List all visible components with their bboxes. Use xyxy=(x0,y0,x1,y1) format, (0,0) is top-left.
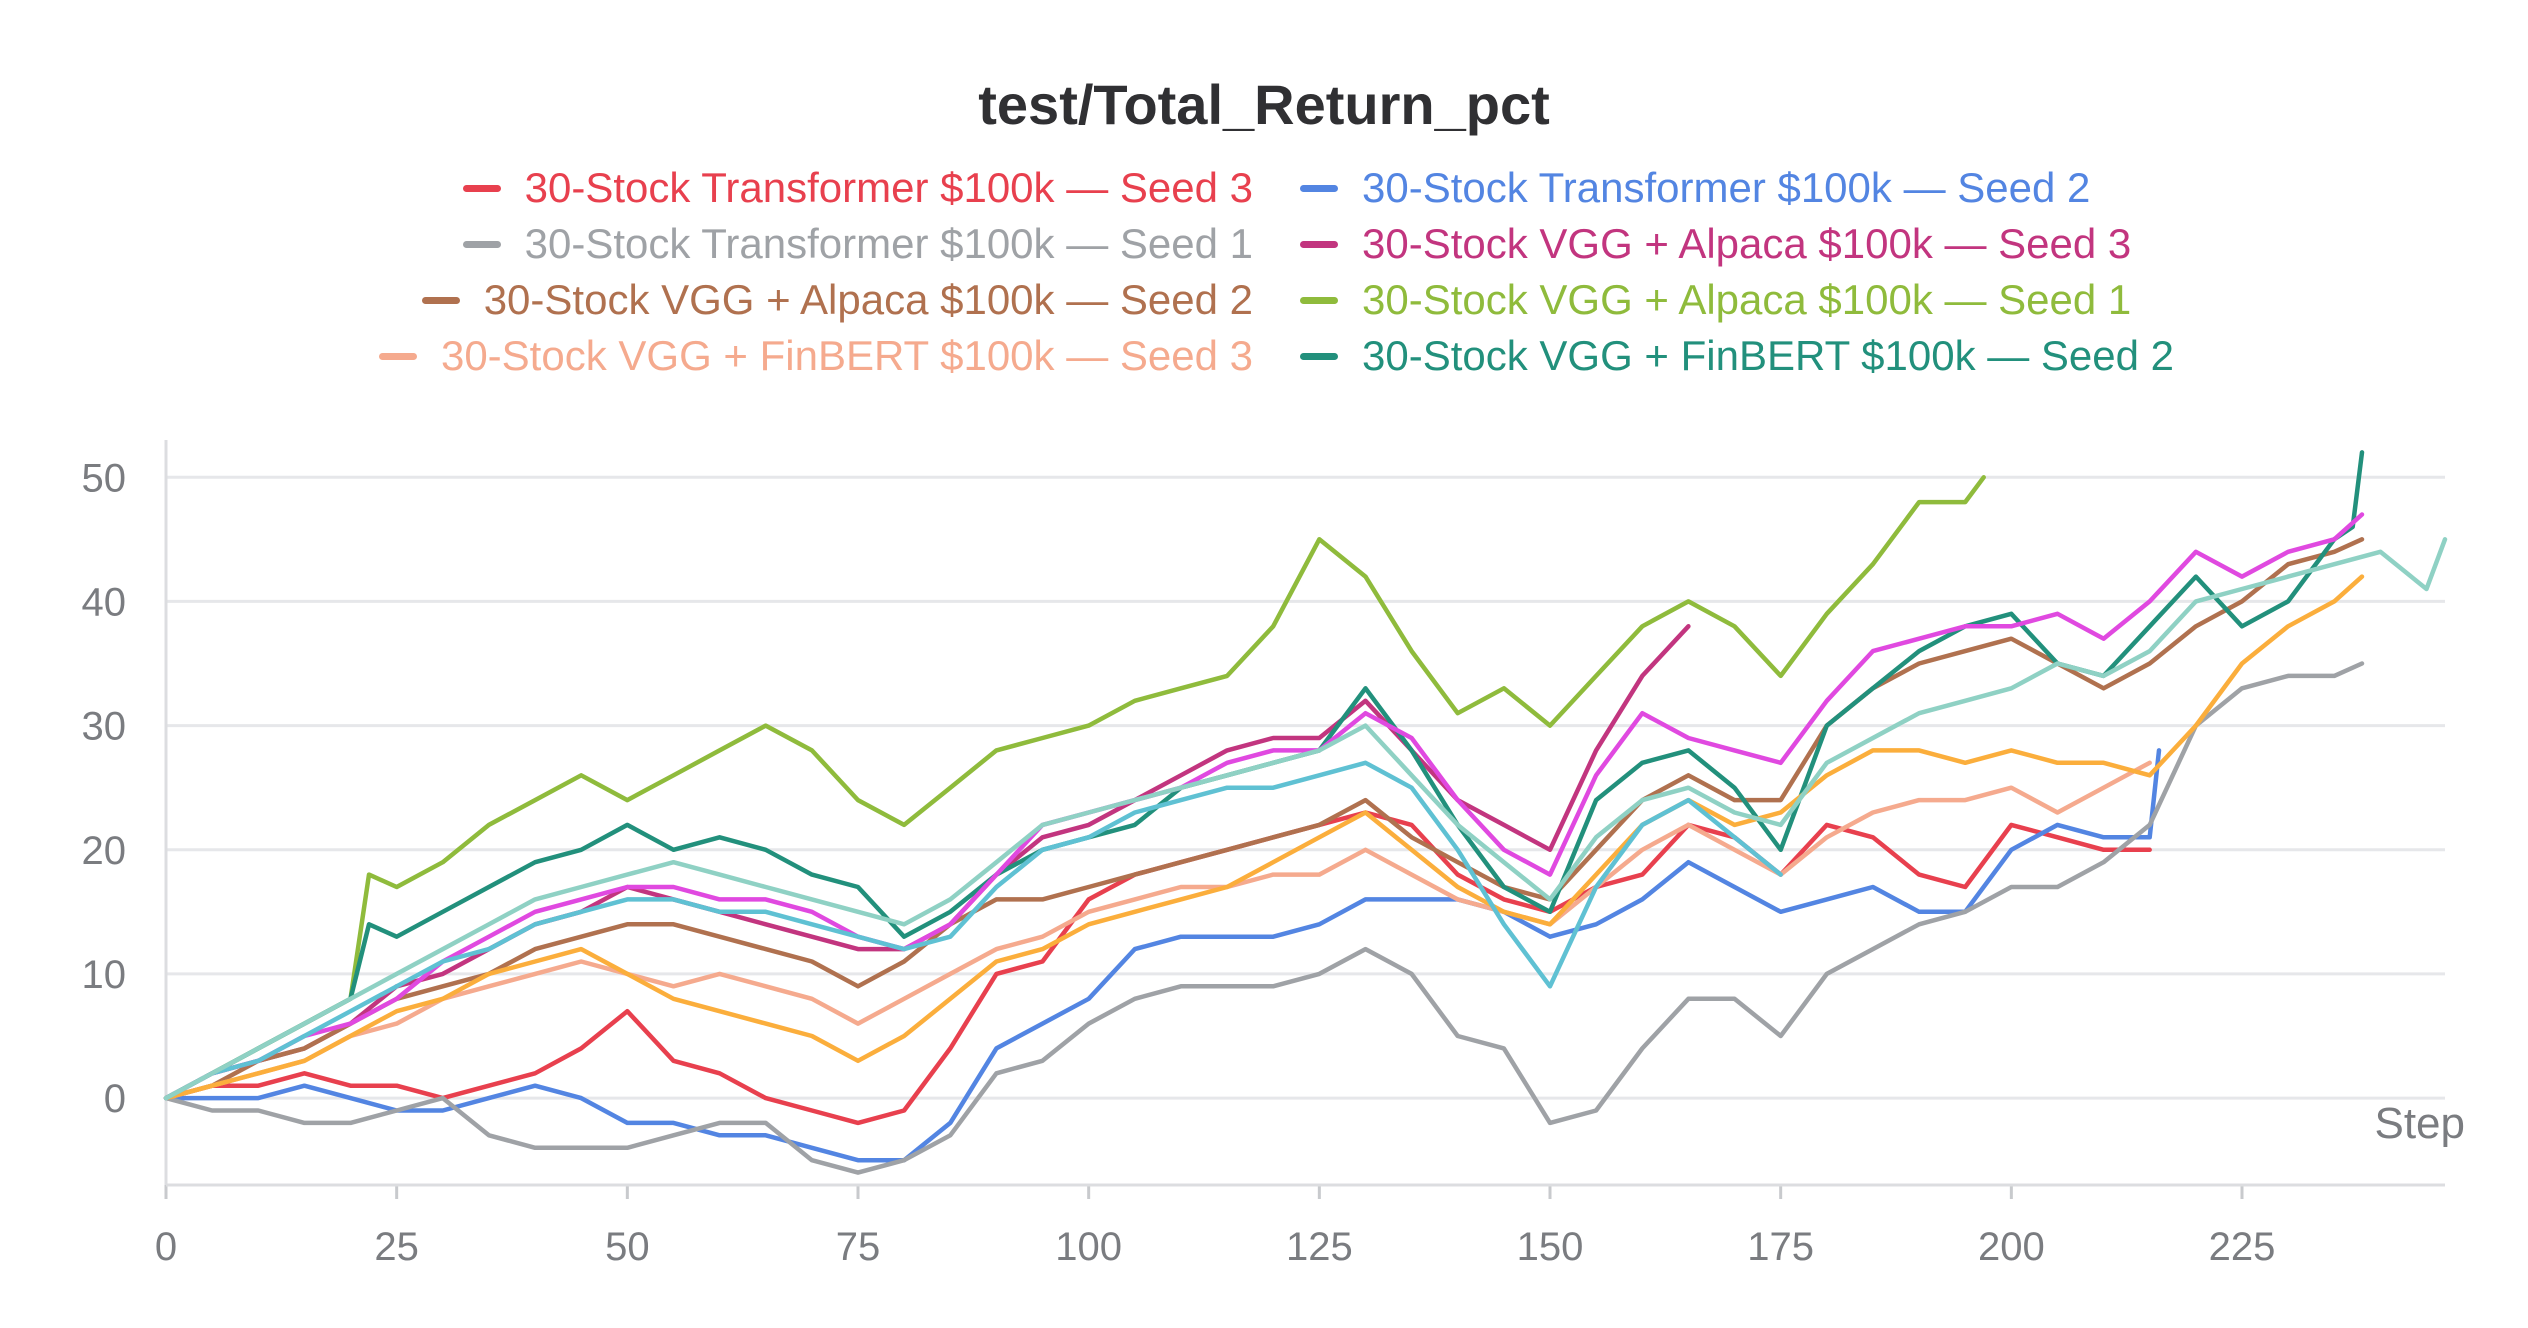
legend-item[interactable]: 30-Stock VGG + Alpaca $100k — Seed 2 xyxy=(421,272,1253,328)
legend-swatch xyxy=(378,352,417,360)
x-tick-label: 150 xyxy=(1517,1225,1584,1269)
x-tick-label: 0 xyxy=(155,1225,177,1269)
series-line-2 xyxy=(163,748,2162,1163)
legend-item[interactable]: 30-Stock VGG + Alpaca $100k — Seed 3 xyxy=(1300,216,2131,272)
series-line-3 xyxy=(163,661,2365,1175)
x-tick-label: 25 xyxy=(374,1225,419,1269)
x-tick-label: 50 xyxy=(605,1225,650,1269)
legend-label: 30-Stock VGG + Alpaca $100k — Seed 1 xyxy=(1362,276,2132,323)
series-line-9 xyxy=(163,512,2365,1101)
y-tick-label: 40 xyxy=(82,580,127,624)
y-tick-label: 30 xyxy=(82,705,127,749)
legend-item[interactable]: 30-Stock VGG + FinBERT $100k — Seed 3 xyxy=(378,328,1253,384)
x-tick-label: 100 xyxy=(1055,1225,1122,1269)
legend-swatch xyxy=(462,184,501,192)
legend-label: 30-Stock Transformer $100k — Seed 2 xyxy=(1362,164,2091,211)
legend-item[interactable]: 30-Stock VGG + FinBERT $100k — Seed 2 xyxy=(1300,328,2174,384)
series-line-10 xyxy=(163,574,2365,1101)
legend-label: 30-Stock VGG + Alpaca $100k — Seed 2 xyxy=(483,276,1253,323)
x-tick-label: 200 xyxy=(1978,1225,2045,1269)
legend-label: 30-Stock VGG + FinBERT $100k — Seed 2 xyxy=(1362,332,2175,379)
legend-swatch xyxy=(1300,352,1338,360)
legend-item[interactable]: 30-Stock VGG + Alpaca $100k — Seed 1 xyxy=(1300,272,2131,328)
legend-label: 30-Stock VGG + Alpaca $100k — Seed 3 xyxy=(1362,220,2132,267)
legend-label: 30-Stock VGG + FinBERT $100k — Seed 3 xyxy=(440,332,1253,379)
legend-swatch xyxy=(1300,184,1338,192)
chart-title: test/Total_Return_pct xyxy=(978,73,1550,136)
y-tick-label: 50 xyxy=(82,456,127,500)
axes xyxy=(164,440,2445,1199)
y-tick-label: 0 xyxy=(104,1077,126,1121)
series-line-12 xyxy=(163,537,2448,1101)
legend-item[interactable]: 30-Stock Transformer $100k — Seed 3 xyxy=(462,160,1253,216)
series-line-8 xyxy=(163,450,2365,1101)
gridlines xyxy=(166,475,2445,1100)
legend-swatch xyxy=(1300,296,1338,304)
legend-swatch xyxy=(462,240,501,248)
legend-swatch xyxy=(1300,240,1338,248)
x-tick-label: 175 xyxy=(1747,1225,1814,1269)
series-line-11 xyxy=(163,760,1783,1101)
x-tick-label: 225 xyxy=(2209,1225,2276,1269)
legend-swatch xyxy=(421,296,460,304)
x-tick-label: 75 xyxy=(836,1225,881,1269)
x-tick-label: 125 xyxy=(1286,1225,1353,1269)
series-line-5 xyxy=(163,537,2365,1101)
legend-item[interactable]: 30-Stock Transformer $100k — Seed 2 xyxy=(1300,160,2090,216)
legend-label: 30-Stock Transformer $100k — Seed 3 xyxy=(524,164,1253,211)
x-axis-label: Step xyxy=(2374,1099,2465,1148)
series-line-7 xyxy=(163,760,2152,1101)
legend-item[interactable]: 30-Stock Transformer $100k — Seed 1 xyxy=(462,216,1253,272)
series-line-6 xyxy=(163,475,1986,1101)
tick-labels: 0 10 20 30 40 50 0 25 50 75 100 125 150 175 200 225 xyxy=(82,456,2276,1269)
y-tick-label: 10 xyxy=(82,953,127,997)
y-tick-label: 20 xyxy=(82,829,127,873)
series-lines xyxy=(163,450,2448,1175)
series-line-1 xyxy=(163,810,2152,1126)
legend-label: 30-Stock Transformer $100k — Seed 1 xyxy=(524,220,1253,267)
